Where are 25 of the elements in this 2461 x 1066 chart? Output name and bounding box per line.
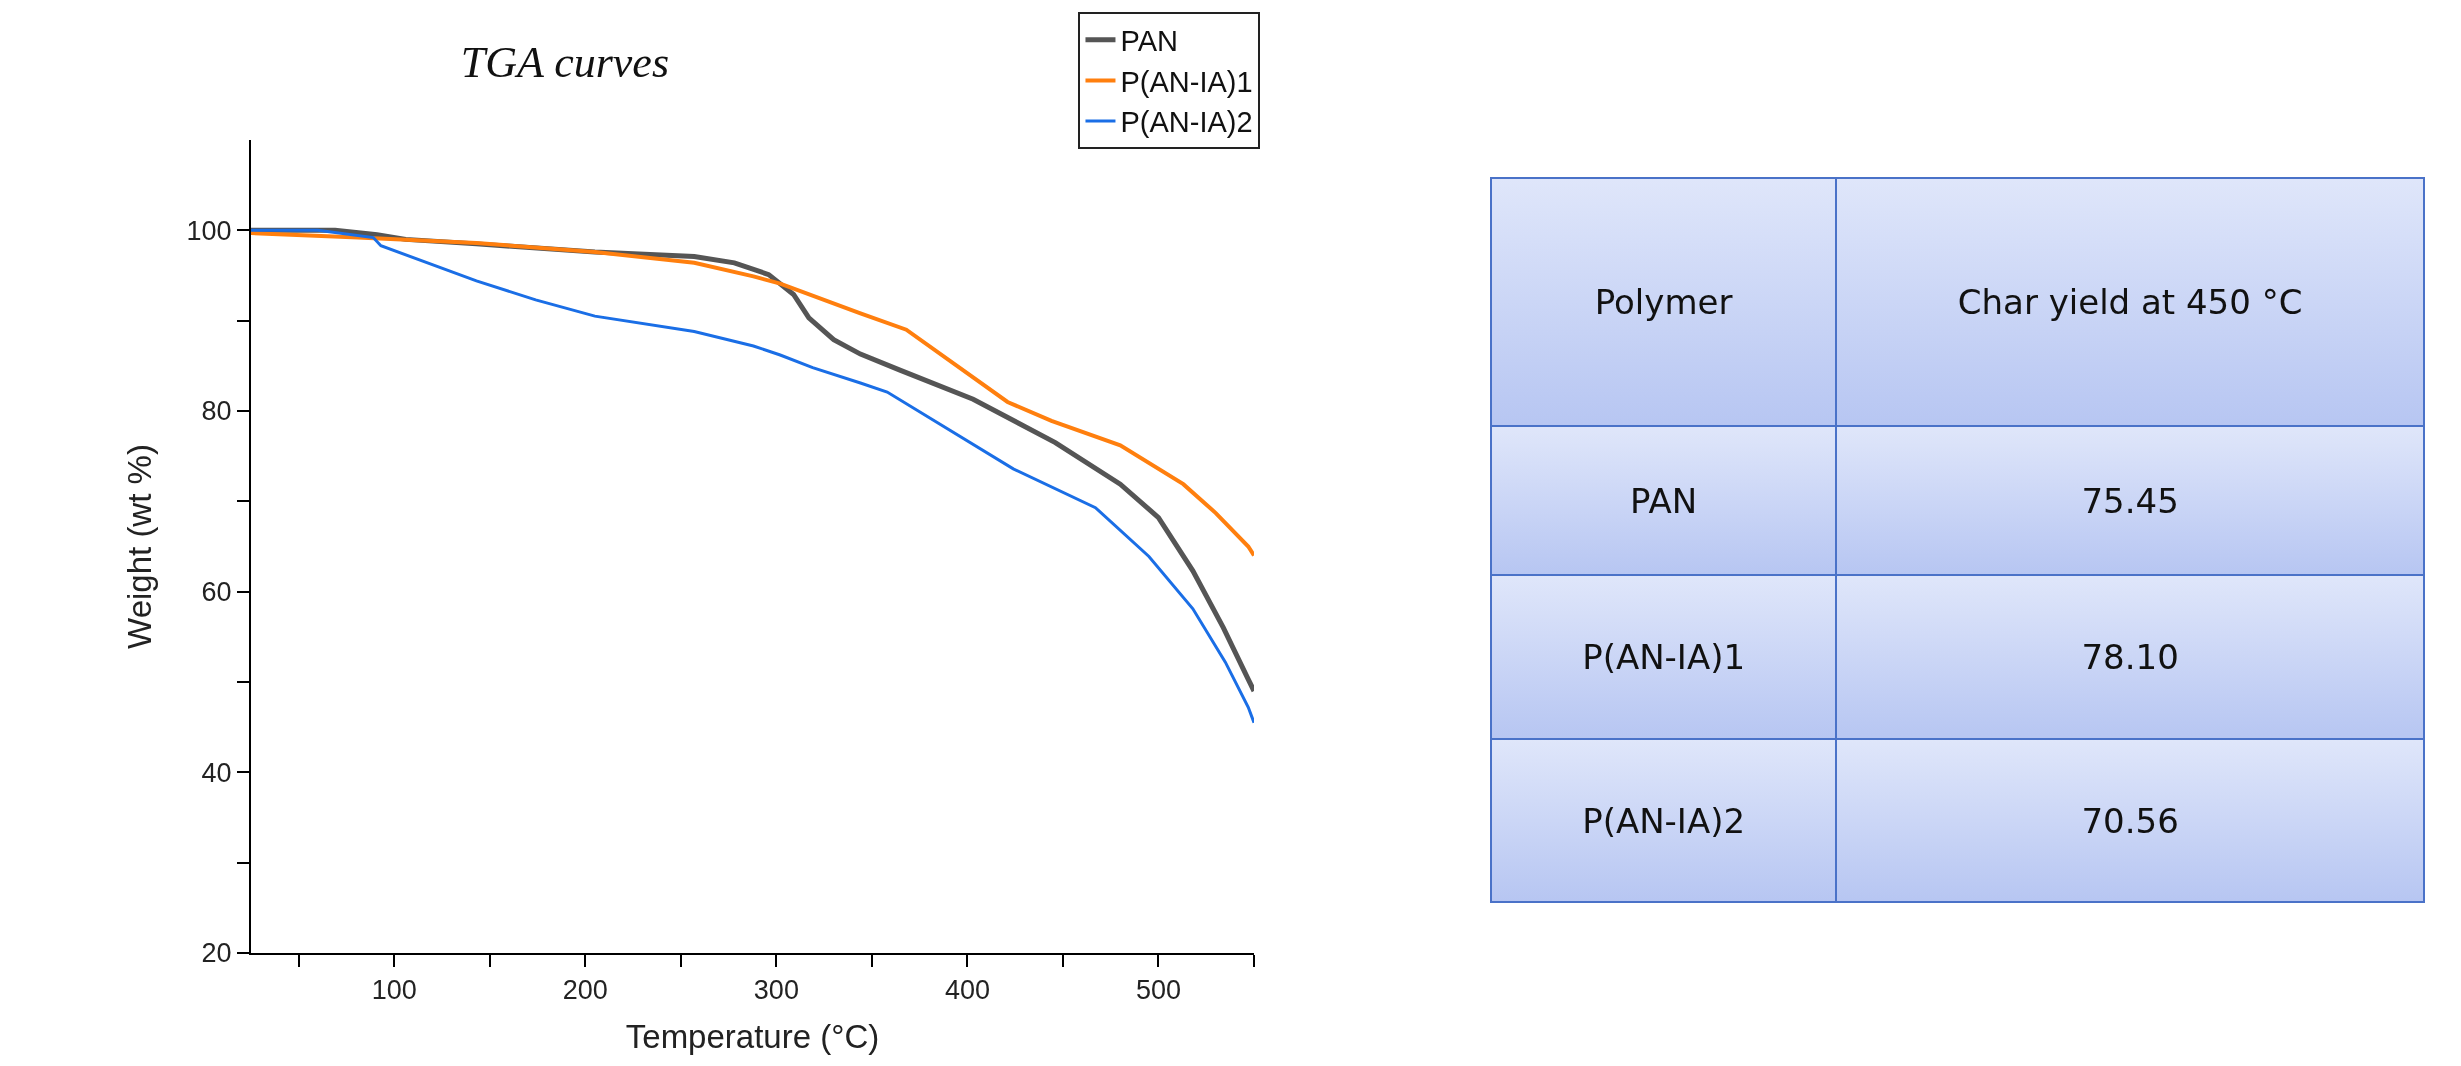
x-tick-label: 200: [562, 975, 608, 1006]
x-tick-label: 100: [371, 975, 417, 1006]
x-axis-title: Temperature (°C): [625, 1017, 880, 1055]
text: P(AN-IA)1: [1491, 575, 1837, 739]
text: PAN: [1491, 426, 1837, 575]
x-tick-label: 400: [944, 975, 990, 1006]
chart-title: TGA curves: [460, 38, 670, 88]
y-axis-title: Weight (wt %): [120, 444, 158, 649]
legend-label: PAN: [1120, 25, 1178, 58]
text: Polymer: [1491, 178, 1837, 426]
line-series: [251, 231, 1254, 558]
text: P(AN-IA)2: [1491, 739, 1837, 902]
y-tick-label: 100: [186, 215, 232, 246]
y-tick-label: 60: [201, 577, 232, 608]
text: 70.56: [1836, 739, 2424, 902]
y-tick-label: 40: [201, 757, 232, 788]
x-tick-label: 300: [753, 975, 799, 1006]
y-tick-label: 80: [201, 396, 232, 427]
text: 75.45: [1836, 426, 2424, 575]
y-tick-label: 20: [201, 938, 232, 969]
x-tick-label: 500: [1135, 975, 1182, 1006]
text: Char yield at 450 °C: [1836, 178, 2424, 426]
text: 78.10: [1836, 575, 2424, 739]
legend-label: P(AN-IA)2: [1120, 106, 1253, 139]
legend-label: P(AN-IA)1: [1120, 65, 1253, 98]
